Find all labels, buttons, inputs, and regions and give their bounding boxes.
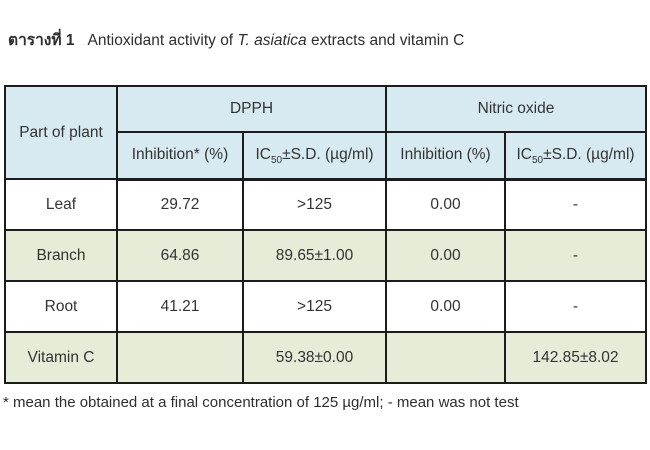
table-row-vitamin-c: Vitamin C 59.38±0.00 142.85±8.02 [4,331,647,384]
header-dpph-ic50: IC50±S.D. (µg/ml) [242,131,387,181]
cell-nitric-inhibition: 0.00 [385,178,506,231]
cell-plant-name: Vitamin C [4,331,118,384]
cell-dpph-inhibition: 41.21 [116,280,244,333]
cell-nitric-ic50: 142.85±8.02 [504,331,647,384]
cell-plant-name: Leaf [4,178,118,231]
header-nitric-ic50: IC50±S.D. (µg/ml) [504,131,647,181]
ic50-prefix: IC [516,146,532,164]
cell-dpph-ic50: 89.65±1.00 [242,229,387,282]
cell-dpph-ic50: >125 [242,178,387,231]
table-footnote: * mean the obtained at a final concentra… [3,394,519,411]
header-nitric-inhibition: Inhibition (%) [385,131,506,181]
cell-nitric-inhibition: 0.00 [385,280,506,333]
ic50-prefix: IC [255,146,271,164]
cell-nitric-ic50: - [504,280,647,333]
table-caption-species: T. asiatica [237,32,307,49]
table-caption-number: ตารางที่ 1 [8,32,75,49]
cell-dpph-inhibition [116,331,244,384]
antioxidant-activity-table: Part of plant DPPH Nitric oxide Inhibiti… [4,85,647,384]
cell-nitric-inhibition [385,331,506,384]
cell-nitric-inhibition: 0.00 [385,229,506,282]
table-caption-text-pre: Antioxidant activity of [87,32,238,49]
header-part-of-plant: Part of plant [4,85,118,180]
cell-dpph-ic50: 59.38±0.00 [242,331,387,384]
table-caption-text-post: extracts and vitamin C [306,32,465,49]
table-row-branch: Branch 64.86 89.65±1.00 0.00 - [4,229,647,282]
cell-plant-name: Root [4,280,118,333]
header-group-dpph: DPPH [116,85,387,133]
cell-nitric-ic50: - [504,178,647,231]
header-sub-row: Inhibition* (%) IC50±S.D. (µg/ml) Inhibi… [5,131,647,181]
cell-dpph-inhibition: 64.86 [116,229,244,282]
ic50-subscript: 50 [270,155,283,167]
ic50-subscript: 50 [531,155,544,167]
cell-nitric-ic50: - [504,229,647,282]
table-row-root: Root 41.21 >125 0.00 - [4,280,647,333]
header-group-row: Part of plant DPPH Nitric oxide [4,85,647,180]
ic50-suffix: ±S.D. (µg/ml) [282,146,374,164]
table-caption: ตารางที่ 1 Antioxidant activity of T. asi… [8,27,650,52]
header-group-nitric-oxide: Nitric oxide [385,85,647,133]
ic50-suffix: ±S.D. (µg/ml) [543,146,635,164]
cell-dpph-ic50: >125 [242,280,387,333]
header-dpph-inhibition: Inhibition* (%) [116,131,244,181]
cell-plant-name: Branch [4,229,118,282]
cell-dpph-inhibition: 29.72 [116,178,244,231]
table-row-leaf: Leaf 29.72 >125 0.00 - [4,178,647,231]
